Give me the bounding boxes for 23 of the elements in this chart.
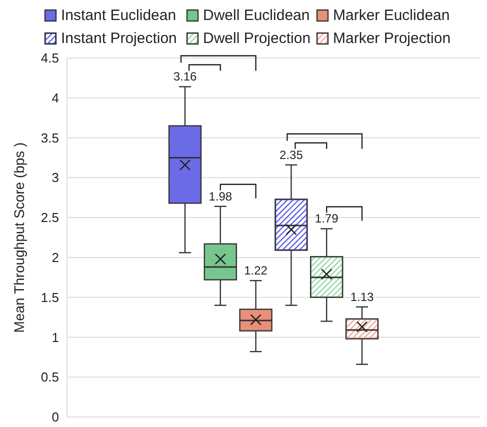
legend-label: Marker Euclidean	[333, 7, 450, 24]
y-tick-label: 1	[52, 330, 59, 345]
y-tick-label: 2.5	[40, 210, 59, 226]
y-tick-label: 4.5	[40, 50, 59, 66]
text: 1.98	[208, 189, 232, 204]
y-tick-label: 0	[52, 410, 59, 425]
legend-label: Instant Euclidean	[61, 7, 176, 24]
y-tick-label: 2	[52, 250, 59, 265]
y-tick-label: 3	[52, 170, 59, 186]
legend-label: Instant Projection	[61, 30, 177, 47]
y-tick-label: 0.5	[40, 370, 59, 385]
text: 1.79	[314, 212, 338, 226]
legend-label: Dwell Projection	[203, 30, 311, 47]
y-tick-label: 1.5	[40, 290, 59, 305]
text: 3.16	[173, 70, 197, 84]
text: 2.35	[280, 148, 303, 162]
text: 1.13	[350, 290, 374, 304]
y-tick-label: 3.5	[40, 130, 59, 146]
text: 1.22	[244, 264, 268, 278]
y-axis-title: Mean Throughput Score (bps )	[11, 142, 27, 333]
legend-label: Marker Projection	[333, 30, 451, 47]
y-tick-label: 4	[52, 90, 59, 106]
legend-label: Dwell Euclidean	[203, 7, 310, 24]
